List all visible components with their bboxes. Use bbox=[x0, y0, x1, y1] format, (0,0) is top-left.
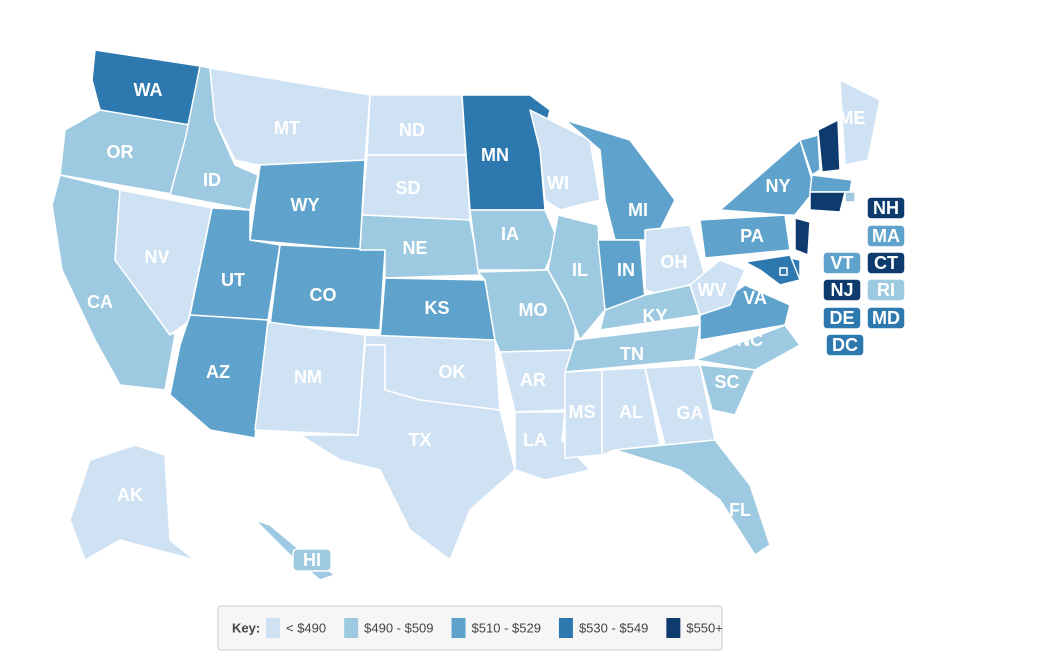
legend-label: $510 - $529 bbox=[472, 621, 541, 636]
state-label: ME bbox=[839, 108, 866, 128]
state-label: NH bbox=[873, 198, 899, 218]
state-label: VA bbox=[743, 288, 767, 308]
legend-swatch bbox=[451, 618, 466, 638]
state-shape bbox=[269, 244, 386, 331]
state-shape bbox=[699, 284, 791, 341]
legend-swatch bbox=[558, 618, 573, 638]
state-label: AL bbox=[619, 402, 643, 422]
state-label: AK bbox=[117, 485, 143, 505]
state-shape bbox=[699, 214, 791, 259]
state-label: IL bbox=[572, 260, 588, 280]
state-label: WI bbox=[547, 173, 569, 193]
state-label: TN bbox=[620, 344, 644, 364]
state-label: NV bbox=[144, 247, 169, 267]
state-shape bbox=[844, 191, 856, 203]
state-label: AZ bbox=[206, 362, 230, 382]
state-label: DC bbox=[832, 335, 858, 355]
state-label: MS bbox=[569, 402, 596, 422]
state-shape bbox=[209, 67, 371, 166]
state-shape bbox=[809, 174, 853, 193]
state-shape bbox=[817, 119, 841, 173]
legend-title: Key: bbox=[232, 621, 260, 636]
state-label: MD bbox=[872, 308, 900, 328]
state-label: HI bbox=[303, 550, 321, 570]
state-label: WV bbox=[698, 280, 727, 300]
state-label-box bbox=[866, 278, 906, 302]
state-label: NE bbox=[402, 238, 427, 258]
state-label: SD bbox=[395, 178, 420, 198]
state-label-box bbox=[825, 333, 865, 357]
state-shape bbox=[809, 191, 846, 213]
state-label: KY bbox=[642, 306, 667, 326]
state-label-box bbox=[866, 306, 906, 330]
legend-label: $490 - $509 bbox=[364, 621, 433, 636]
legend-swatch bbox=[266, 618, 280, 638]
state-label: LA bbox=[523, 430, 547, 450]
state-label: IA bbox=[501, 224, 519, 244]
legend-swatch bbox=[666, 618, 681, 638]
state-shape bbox=[744, 254, 801, 286]
state-label-box bbox=[866, 251, 906, 275]
state-shape bbox=[799, 134, 821, 176]
state-label: DE bbox=[829, 308, 854, 328]
state-shape bbox=[794, 217, 811, 256]
state-label: OR bbox=[107, 142, 134, 162]
state-label: NM bbox=[294, 367, 322, 387]
state-label: TX bbox=[408, 430, 431, 450]
state-label: ID bbox=[203, 170, 221, 190]
state-label: OH bbox=[661, 252, 688, 272]
state-shape bbox=[779, 267, 788, 276]
state-shape bbox=[699, 364, 756, 416]
legend-box bbox=[217, 605, 723, 651]
state-shape bbox=[689, 259, 746, 316]
state-label-box bbox=[822, 306, 862, 330]
state-label-box bbox=[292, 548, 332, 572]
state-label: WA bbox=[134, 80, 163, 100]
state-label: AR bbox=[520, 370, 546, 390]
state-label: FL bbox=[729, 500, 751, 520]
state-label: CA bbox=[87, 292, 113, 312]
state-label-box bbox=[822, 251, 862, 275]
state-shape bbox=[114, 189, 213, 336]
state-label: MO bbox=[519, 300, 548, 320]
legend-label: $530 - $549 bbox=[579, 621, 648, 636]
state-label: UT bbox=[221, 270, 245, 290]
state-label: IN bbox=[617, 260, 635, 280]
state-shape bbox=[839, 79, 881, 166]
state-label: ND bbox=[399, 120, 425, 140]
state-label: MI bbox=[628, 200, 648, 220]
legend-label: $550+ bbox=[686, 621, 723, 636]
state-label: NY bbox=[765, 176, 790, 196]
state-label-box bbox=[866, 196, 906, 220]
state-shape bbox=[169, 314, 269, 439]
state-label: CO bbox=[310, 285, 337, 305]
state-label: MT bbox=[274, 118, 300, 138]
state-label: PA bbox=[740, 226, 764, 246]
state-shape bbox=[614, 439, 771, 556]
state-label: NJ bbox=[830, 280, 853, 300]
state-shape bbox=[694, 324, 801, 371]
legend-label: < $490 bbox=[286, 621, 326, 636]
state-label: WY bbox=[291, 195, 320, 215]
state-label: MN bbox=[481, 145, 509, 165]
state-label: VT bbox=[830, 253, 853, 273]
state-shape bbox=[69, 444, 196, 561]
state-label: SC bbox=[714, 372, 739, 392]
state-label: MA bbox=[872, 226, 900, 246]
state-shape bbox=[299, 344, 516, 561]
state-label: RI bbox=[877, 280, 895, 300]
state-label: NC bbox=[737, 330, 763, 350]
state-label: KS bbox=[424, 298, 449, 318]
state-label-box bbox=[822, 278, 862, 302]
state-label: GA bbox=[677, 403, 704, 423]
state-label-box bbox=[866, 224, 906, 248]
state-label: OK bbox=[439, 362, 466, 382]
state-label: CT bbox=[874, 253, 898, 273]
legend-swatch bbox=[344, 618, 359, 638]
